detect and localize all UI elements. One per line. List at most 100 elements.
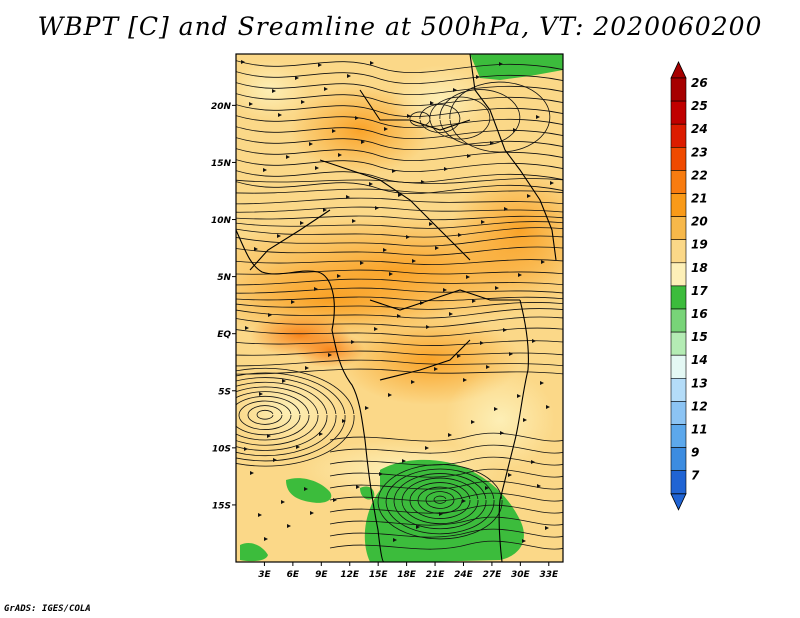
colorbar-swatch	[670, 216, 687, 241]
streamline-arrow	[338, 153, 342, 157]
streamline	[236, 327, 563, 337]
streamline-arrow	[443, 288, 447, 292]
lon-tick-label: 3E	[258, 570, 271, 580]
streamline-arrow	[286, 155, 290, 159]
streamline-arrow	[509, 352, 513, 356]
streamline-arrow	[522, 539, 526, 543]
streamline	[236, 71, 563, 85]
streamline	[236, 372, 346, 462]
streamline-arrow	[425, 446, 429, 450]
streamline-arrow	[337, 274, 341, 278]
streamline-arrow	[500, 431, 504, 435]
streamline-arrow	[314, 287, 318, 291]
streamline-arrow	[462, 499, 466, 503]
streamline	[236, 197, 563, 205]
streamline-arrow	[508, 473, 512, 477]
streamline-arrow	[481, 220, 485, 224]
streamline-arrow	[513, 128, 517, 132]
colorbar-swatch	[670, 377, 687, 402]
chart-title: WBPT [C] and Sreamline at 500hPa, VT: 20…	[37, 12, 763, 41]
lon-tick-label: 24E	[454, 570, 474, 580]
streamline-arrow	[301, 100, 305, 104]
streamline-arrow	[466, 275, 470, 279]
longitude-axis: 3E 6E 9E 12E 15E 18E 21E 24E 27E 30E 33E	[258, 562, 559, 580]
streamline	[236, 215, 563, 221]
colorbar: 26 25 24 23 22 21 20 19 18 17 16 15 14 13 12 11 9 7	[670, 61, 708, 511]
streamline	[236, 287, 563, 294]
colorbar-label: 18	[691, 261, 708, 275]
streamline	[236, 188, 563, 194]
streamline	[236, 126, 563, 140]
lon-tick-label: 15E	[369, 570, 389, 580]
streamline	[329, 504, 563, 514]
streamline-arrow	[379, 472, 383, 476]
lat-tick-label: 20N	[211, 102, 232, 112]
streamline-arrow	[267, 434, 271, 438]
streamline	[329, 492, 563, 502]
streamline-arrow	[273, 458, 277, 462]
streamline-arrow	[356, 485, 360, 489]
lat-tick-label: 15S	[212, 501, 231, 511]
streamline	[247, 405, 283, 425]
streamline-arrow	[241, 60, 245, 64]
streamline-arrow	[263, 168, 267, 172]
map-frame	[235, 53, 564, 563]
streamline	[433, 495, 447, 504]
streamline	[236, 368, 563, 375]
streamline-arrow	[406, 235, 410, 239]
streamline	[236, 148, 563, 162]
streamline	[236, 359, 563, 367]
colorbar-swatch	[670, 354, 687, 379]
lat-tick-label: 15N	[211, 159, 232, 169]
streamline	[236, 246, 563, 256]
streamline	[236, 181, 563, 195]
colorbar-label: 17	[691, 284, 708, 298]
streamline-arrow	[361, 140, 365, 144]
streamline	[236, 170, 563, 184]
streamline-arrow	[439, 512, 443, 516]
streamline-arrow	[282, 379, 286, 383]
colorbar-swatch	[670, 424, 687, 448]
colorbar-label: 22	[691, 168, 708, 182]
streamline-arrow	[254, 247, 258, 251]
colorbar-label: 12	[691, 399, 708, 413]
streamline-arrow	[383, 248, 387, 252]
streamline-arrow	[467, 154, 471, 158]
streamline-arrow	[416, 525, 420, 529]
streamline	[236, 278, 563, 286]
lon-tick-label: 6E	[287, 570, 300, 580]
colorbar-label: 26	[691, 76, 708, 90]
streamline	[329, 468, 563, 478]
streamline-arrow	[546, 405, 550, 409]
streamline-arrow	[444, 167, 448, 171]
streamline-arrow	[407, 114, 411, 118]
streamline-arrow	[333, 498, 337, 502]
streamlines	[236, 60, 563, 550]
streamline-arrow	[304, 487, 308, 491]
streamline-arrow	[536, 115, 540, 119]
streamline	[429, 96, 491, 140]
streamline-arrow	[517, 394, 521, 398]
streamline-arrow	[332, 129, 336, 133]
streamline	[236, 381, 328, 451]
colorbar-swatch	[670, 193, 687, 217]
grads-footer: GrADS: IGES/COLA	[4, 604, 91, 614]
colorbar-label: 9	[691, 446, 699, 460]
streamline-arrow	[426, 325, 430, 329]
streamline-arrow	[287, 524, 291, 528]
streamline-arrow	[347, 74, 351, 78]
colorbar-label: 15	[691, 330, 708, 344]
colorbar-label: 7	[691, 469, 700, 483]
streamline-arrow	[463, 378, 467, 382]
latitude-axis: 20N 15N 10N 5N EQ 5S 10S 15S	[211, 102, 236, 511]
streamline	[236, 340, 563, 346]
streamline-arrow	[264, 537, 268, 541]
streamline	[236, 82, 563, 96]
colorbar-label: 19	[691, 238, 708, 252]
streamline-arrow	[250, 471, 254, 475]
streamline-arrow	[277, 234, 281, 238]
streamline	[236, 296, 563, 302]
streamline-arrow	[375, 206, 379, 210]
colorbar-bottom-triangle	[670, 493, 687, 511]
